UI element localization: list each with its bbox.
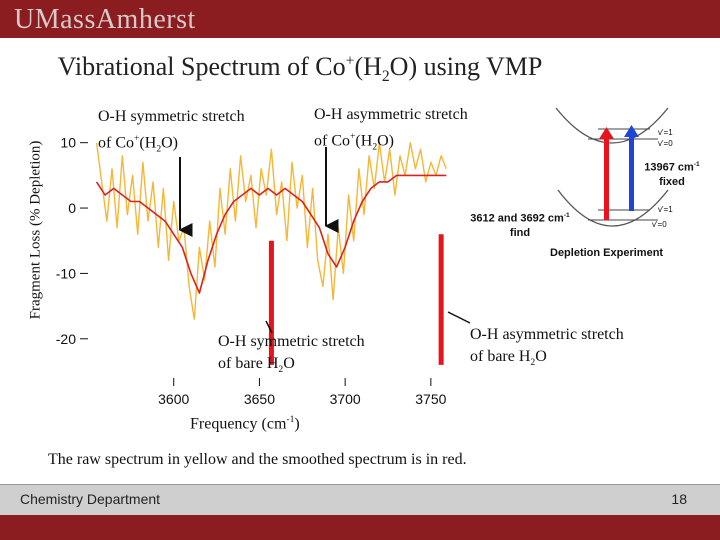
x-tick-label: 3700 [330,391,361,407]
asym-complex-label: O-H asymmetric stretch of Co+(H2O) [314,106,468,153]
footer-bar: Chemistry Department 18 [0,484,720,515]
upper-v1-label: v'=1 [658,128,673,137]
x-tick-label: 3750 [415,391,446,407]
lower-v1-label: v'=1 [658,205,673,214]
slide-title: Vibrational Spectrum of Co+(H2O) using V… [57,52,543,86]
y-tick-label: 0 [68,200,76,216]
upper-potential-curve [555,107,669,144]
ir-label: 3612 and 3692 cm-1 find [470,212,570,239]
page-number: 18 [671,491,687,507]
sym-bare-arrow [265,320,273,334]
header-bar: UMassAmherst [0,0,720,38]
lower-potential-curve [557,189,669,227]
sym-complex-label: O-H symmetric stretch of Co+(H2O) [98,108,245,155]
chart-axes: 10 0 -10 -20 3600 3650 3700 3750 [56,135,447,407]
bottom-bar [0,515,720,540]
footer-department: Chemistry Department [20,491,161,507]
upper-v0-label: v'=0 [658,139,673,148]
visible-photon-arrow [629,135,634,211]
y-tick-label: 10 [60,135,76,151]
chart-series [95,141,447,320]
energy-diagram [555,107,669,227]
sym-bare-label: O-H symmetric stretch of bare H2O [218,333,365,376]
x-tick-label: 3600 [158,391,189,407]
raw-spectrum-line [95,141,447,320]
chart-markers [268,234,444,365]
lower-v0-label: v'=0 [652,220,667,229]
asym-bare-label: O-H asymmetric stretch of bare H2O [470,326,624,369]
photon-label: 13967 cm-1 fixed [644,161,700,188]
experiment-label: Depletion Experiment [550,247,664,259]
asym-bare-arrow [447,311,471,324]
smoothed-spectrum-line [95,174,447,294]
slide-caption: The raw spectrum in yellow and the smoot… [48,451,467,468]
ir-photon-arrow [604,137,609,220]
y-tick-label: -20 [56,331,76,347]
university-logo: UMassAmherst [14,4,196,35]
x-axis-label: Frequency (cm-1) [190,414,300,433]
y-tick-label: -10 [56,265,76,281]
x-tick-label: 3650 [244,391,275,407]
